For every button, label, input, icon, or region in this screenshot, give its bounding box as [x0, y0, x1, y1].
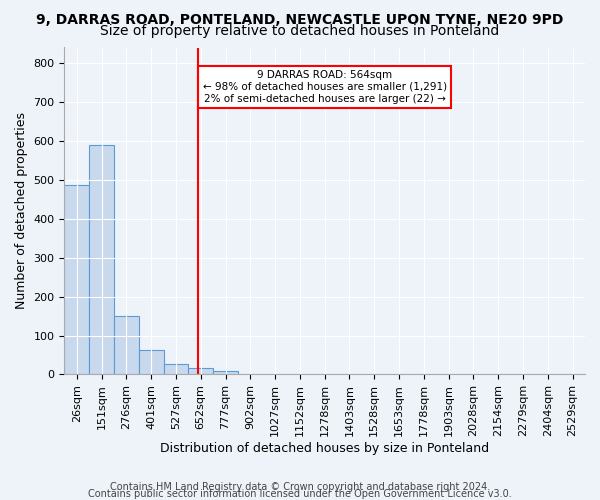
Text: Contains public sector information licensed under the Open Government Licence v3: Contains public sector information licen…	[88, 489, 512, 499]
Bar	[139, 350, 164, 374]
Bar	[89, 145, 114, 374]
Y-axis label: Number of detached properties: Number of detached properties	[15, 112, 28, 310]
Bar	[188, 368, 213, 374]
Bar	[114, 316, 139, 374]
Bar	[213, 372, 238, 374]
Bar	[64, 185, 89, 374]
Text: 9, DARRAS ROAD, PONTELAND, NEWCASTLE UPON TYNE, NE20 9PD: 9, DARRAS ROAD, PONTELAND, NEWCASTLE UPO…	[37, 12, 563, 26]
Text: Size of property relative to detached houses in Ponteland: Size of property relative to detached ho…	[100, 24, 500, 38]
Bar	[164, 364, 188, 374]
Text: 9 DARRAS ROAD: 564sqm
← 98% of detached houses are smaller (1,291)
2% of semi-de: 9 DARRAS ROAD: 564sqm ← 98% of detached …	[203, 70, 447, 104]
Text: Contains HM Land Registry data © Crown copyright and database right 2024.: Contains HM Land Registry data © Crown c…	[110, 482, 490, 492]
X-axis label: Distribution of detached houses by size in Ponteland: Distribution of detached houses by size …	[160, 442, 489, 455]
